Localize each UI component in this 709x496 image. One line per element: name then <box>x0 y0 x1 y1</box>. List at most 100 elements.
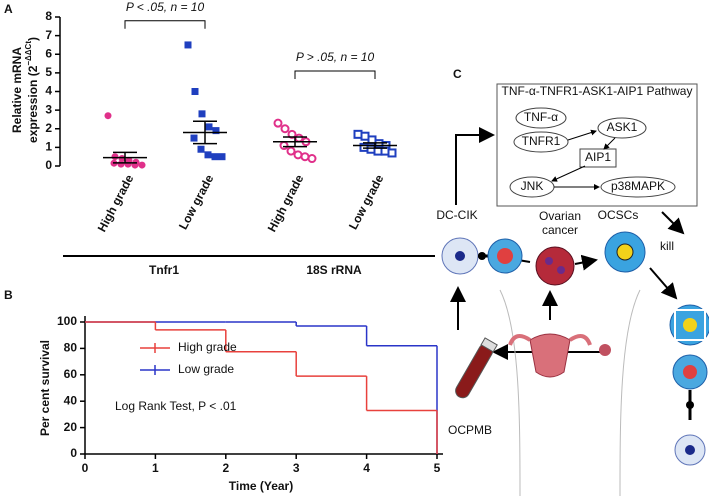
kill-icon <box>669 304 709 466</box>
ocsc-icon <box>604 231 646 273</box>
uterus-icon <box>508 333 611 378</box>
dccik-icon <box>441 237 523 275</box>
point <box>118 155 126 163</box>
y-tick-label: 2 <box>45 121 52 135</box>
x-tick-label: Low grade <box>346 172 387 232</box>
y-tick-label: 20 <box>64 420 78 434</box>
tube-icon <box>455 337 498 399</box>
y-tick-label: 7 <box>45 28 52 42</box>
y-axis-title: expression (2−ΔΔCt) <box>24 37 40 143</box>
node: JNK <box>521 179 544 193</box>
y-axis-title-part: ) <box>26 37 40 41</box>
point <box>184 41 192 49</box>
point <box>191 88 199 95</box>
point <box>198 110 206 118</box>
point <box>190 134 198 142</box>
point <box>104 112 112 120</box>
pathway-box <box>496 83 698 207</box>
node-shape <box>579 148 617 168</box>
error-bar <box>193 120 217 145</box>
pathway-title: TNF-α-TNFR1-ASK1-AIP1 Pathway <box>502 84 693 98</box>
point <box>353 129 363 139</box>
y-tick-label: 80 <box>64 341 78 355</box>
legend-label: High grade <box>178 340 237 354</box>
y-tick-label: 0 <box>45 158 52 172</box>
y-tick-label: 5 <box>45 65 52 79</box>
point <box>273 118 283 128</box>
label-ocscs: OCSCs <box>598 208 639 222</box>
y-tick-label: 3 <box>45 102 52 116</box>
x-tick-label: 4 <box>363 461 370 475</box>
point <box>205 123 213 131</box>
point <box>279 141 289 151</box>
y-tick-label: 1 <box>45 140 52 154</box>
x-tick-label: 2 <box>222 461 229 475</box>
x-tick-label: Low grade <box>176 172 217 232</box>
node: p38MAPK <box>611 179 665 193</box>
node: TNF-α <box>524 110 558 124</box>
point <box>117 160 125 168</box>
annotation: P > .05, n = 10 <box>296 50 375 64</box>
flow-arrows <box>450 127 685 360</box>
label-ovarian: cancer <box>542 223 578 237</box>
y-tick-label: 4 <box>45 84 52 98</box>
y-tick-label: 100 <box>57 314 77 328</box>
body-outline <box>499 289 641 496</box>
point <box>204 151 212 159</box>
bracket <box>294 70 376 80</box>
y-axis-title: Per cent survival <box>38 340 52 436</box>
bracket <box>124 20 206 29</box>
x-axis-title: Time (Year) <box>229 479 293 493</box>
node-shape <box>515 107 567 129</box>
panel-label: A <box>4 2 13 16</box>
annotation: P < .05, n = 10 <box>126 0 205 14</box>
node: ASK1 <box>607 120 638 134</box>
point <box>293 150 303 160</box>
label-ovarian: Ovarian <box>539 209 581 223</box>
label-ocpmb: OCPMB <box>448 423 492 437</box>
point <box>111 153 119 161</box>
x-tick-label: 5 <box>434 461 441 475</box>
tumor-icon <box>535 246 575 286</box>
y-axis-title-sup: −ΔΔCt <box>24 41 33 66</box>
y-axis-title: Relative mRNA <box>10 47 24 133</box>
x-tick-label: 0 <box>82 461 89 475</box>
node-shape <box>600 176 676 198</box>
label-kill: kill <box>660 239 674 253</box>
y-tick-label: 40 <box>64 393 78 407</box>
point <box>211 153 219 161</box>
point <box>294 133 304 143</box>
y-tick-label: 0 <box>70 446 77 460</box>
x-tick-label: 1 <box>152 461 159 475</box>
y-tick-label: 6 <box>45 46 52 60</box>
y-axis-title-part: expression (2 <box>26 65 40 143</box>
point <box>366 144 376 154</box>
panel-c: C TNF-α-TNFR1-ASK1-AIP1 Pathway TNF-α TN… <box>436 67 709 496</box>
point <box>300 152 310 162</box>
point <box>360 131 370 141</box>
x-tick-label: High grade <box>95 172 137 234</box>
point <box>218 153 226 161</box>
legend-label: Low grade <box>178 362 234 376</box>
y-tick-label: 60 <box>64 367 78 381</box>
point <box>197 145 205 153</box>
panel-label: B <box>4 288 13 302</box>
group-label: Tnfr1 <box>149 263 179 277</box>
point <box>287 129 297 139</box>
node-shape <box>597 117 647 139</box>
error-bar <box>363 142 387 149</box>
error-bar <box>283 136 307 148</box>
point <box>280 124 290 134</box>
point <box>387 148 397 158</box>
point <box>307 154 317 164</box>
point <box>286 146 296 156</box>
node: TNFR1 <box>522 134 561 148</box>
group-label: 18S rRNA <box>306 263 362 277</box>
pathway-arrows <box>551 129 616 190</box>
label-dccik: DC-CIK <box>436 208 477 222</box>
x-tick-label: 3 <box>293 461 300 475</box>
node-shape <box>513 131 569 153</box>
error-bar <box>113 151 137 164</box>
panel-label: C <box>453 67 462 81</box>
